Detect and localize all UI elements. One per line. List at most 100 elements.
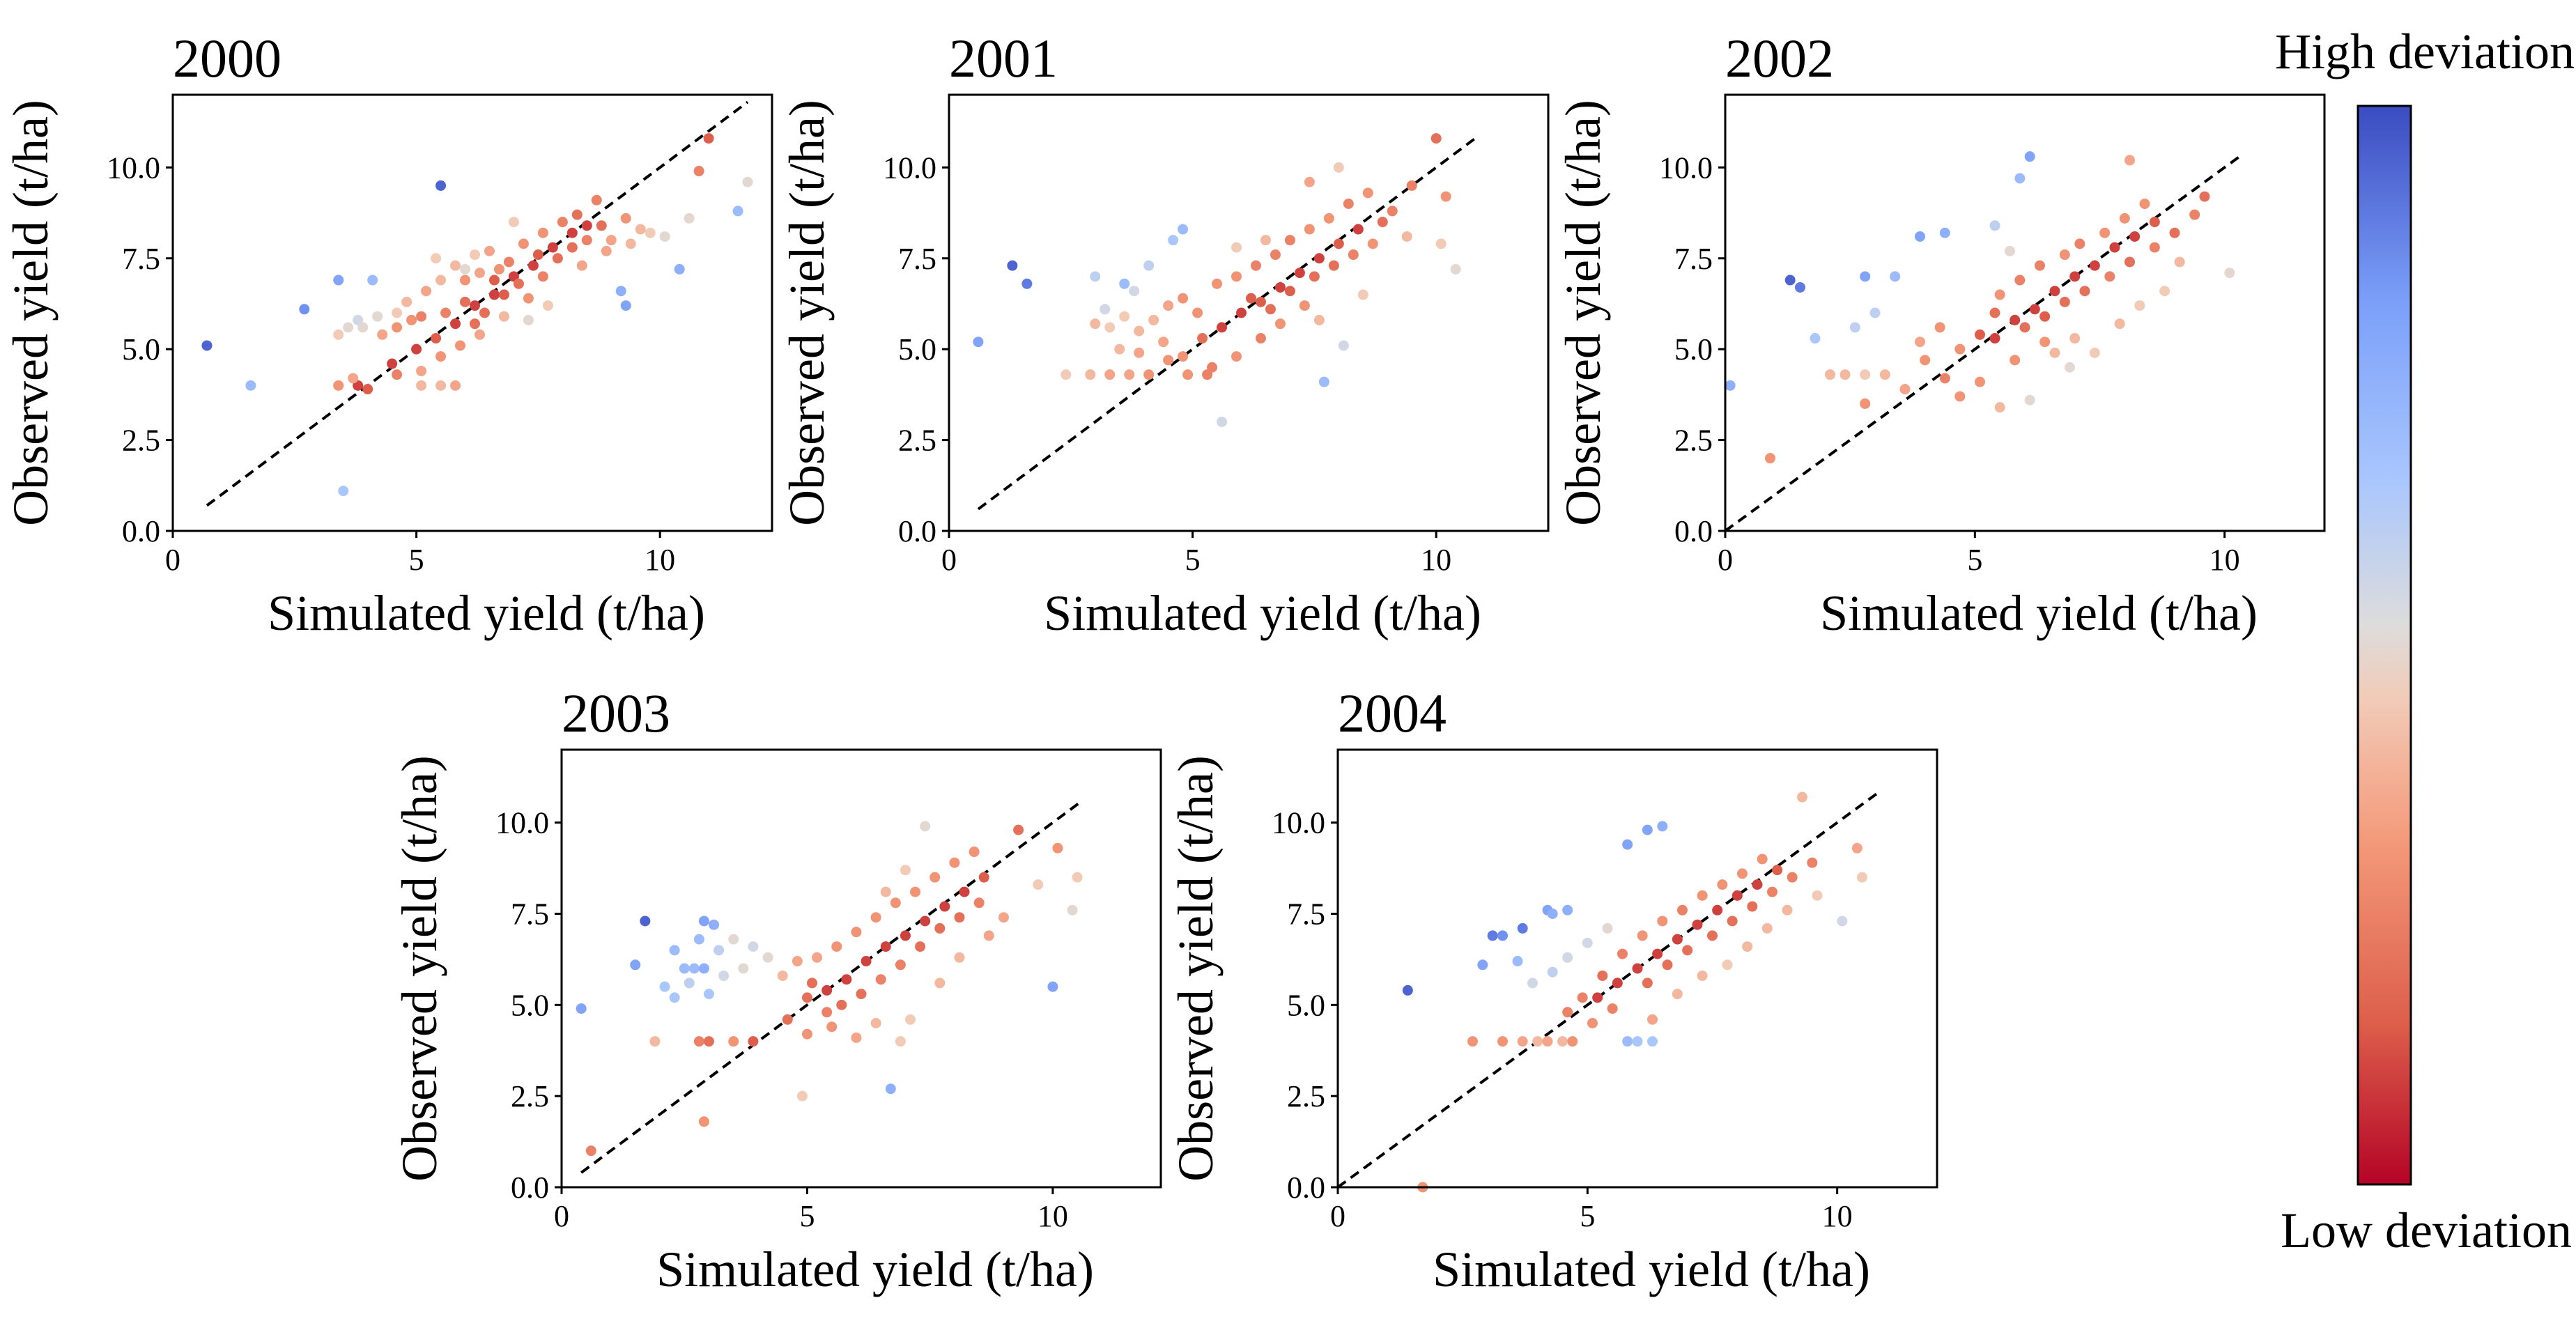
y-tick-label: 0.0 — [1674, 514, 1713, 548]
data-point — [1090, 318, 1101, 330]
data-point — [851, 927, 862, 938]
plot-frame — [1724, 93, 2326, 532]
data-point — [1547, 966, 1558, 978]
data-point — [585, 1145, 596, 1157]
data-point — [1582, 937, 1593, 948]
data-point — [1989, 333, 2000, 344]
data-point — [1143, 369, 1155, 380]
data-point — [2039, 337, 2051, 348]
y-tick-label: 2.5 — [898, 424, 936, 458]
data-point — [2114, 318, 2125, 330]
data-point — [1343, 199, 1354, 209]
data-point — [728, 934, 739, 945]
data-point — [801, 992, 812, 1003]
data-point — [1989, 307, 2000, 318]
data-point — [1672, 989, 1683, 1000]
data-point — [1217, 322, 1228, 333]
data-point — [1304, 224, 1315, 235]
data-point — [1725, 380, 1736, 391]
data-point — [1742, 941, 1753, 952]
data-point — [527, 260, 539, 271]
data-point — [870, 1018, 881, 1028]
scatter-panels: 2000 0 5 10 0.0 2.5 5.0 7.5 10.0 Simulated yield … — [3, 28, 2326, 1297]
data-point — [1260, 235, 1271, 246]
data-point — [703, 1036, 714, 1047]
y-tick-label: 0.0 — [511, 1171, 549, 1205]
data-point — [498, 289, 509, 300]
data-point — [1090, 271, 1101, 282]
colorbar-bottom-label: Low deviation — [2281, 1203, 2572, 1258]
data-point — [333, 275, 344, 286]
data-point — [895, 959, 906, 971]
data-point — [1994, 289, 2005, 300]
data-point — [2079, 286, 2090, 297]
x-axis-label: Simulated yield (t/ha) — [1433, 1242, 1870, 1297]
data-point — [1323, 213, 1334, 224]
data-point — [915, 941, 926, 952]
y-tick-label: 5.0 — [511, 988, 549, 1022]
data-point — [714, 945, 725, 956]
panel-2000: 2000 0 5 10 0.0 2.5 5.0 7.5 10.0 Simulated yield … — [3, 28, 773, 641]
panel-2002: 2002 0 5 10 0.0 2.5 5.0 7.5 10.0 Simulated yield … — [1555, 28, 2326, 641]
data-point — [377, 329, 388, 340]
y-tick-label: 10.0 — [1272, 806, 1325, 840]
data-point — [576, 1003, 587, 1014]
data-point — [401, 296, 412, 307]
data-point — [880, 886, 891, 897]
data-point — [1602, 922, 1613, 934]
y-axis-label: Observed yield (t/ha) — [392, 755, 447, 1182]
data-point — [748, 1036, 759, 1047]
data-point — [245, 380, 256, 391]
data-point — [954, 912, 965, 923]
data-point — [1487, 930, 1498, 941]
y-tick-label: 2.5 — [1287, 1079, 1325, 1113]
data-point — [488, 275, 500, 286]
colorbar: High deviation Low deviation — [2275, 24, 2575, 1258]
y-tick-label: 2.5 — [511, 1079, 549, 1113]
data-point — [1672, 934, 1683, 945]
data-point — [493, 263, 504, 275]
data-point — [998, 912, 1009, 923]
data-point — [1547, 909, 1558, 919]
data-point — [669, 992, 680, 1003]
data-point — [1352, 224, 1364, 235]
data-point — [1772, 865, 1783, 876]
data-point — [1348, 249, 1359, 261]
data-point — [1313, 253, 1325, 264]
data-point — [1860, 398, 1871, 409]
data-point — [688, 963, 700, 974]
y-tick-label: 5.0 — [898, 332, 936, 366]
data-point — [659, 981, 670, 992]
data-point — [431, 253, 442, 264]
data-point — [934, 922, 946, 934]
data-point — [1129, 286, 1140, 297]
data-point — [1007, 260, 1018, 271]
data-point — [503, 256, 514, 268]
data-point — [890, 897, 901, 909]
data-point — [732, 206, 743, 217]
x-tick-label: 5 — [799, 1199, 815, 1233]
data-point — [2010, 314, 2021, 325]
y-tick-label: 2.5 — [1674, 424, 1713, 458]
y-tick-label: 7.5 — [511, 897, 549, 932]
data-point — [2024, 394, 2035, 405]
data-point — [1401, 231, 1412, 242]
x-tick-label: 0 — [165, 543, 180, 577]
panel-title: 2001 — [949, 28, 1058, 88]
data-point — [435, 380, 447, 391]
data-point — [1592, 992, 1603, 1003]
data-point — [822, 984, 833, 996]
data-point — [1328, 260, 1339, 271]
data-point — [1265, 304, 1276, 315]
data-point — [2014, 173, 2026, 184]
data-point — [2129, 231, 2141, 242]
data-point — [1722, 959, 1733, 971]
data-point — [416, 365, 427, 376]
data-point — [532, 249, 543, 261]
data-point — [1732, 890, 1743, 901]
data-point — [1477, 959, 1488, 971]
data-point — [939, 901, 950, 912]
data-point — [1975, 329, 1985, 340]
data-point — [1607, 1003, 1618, 1014]
